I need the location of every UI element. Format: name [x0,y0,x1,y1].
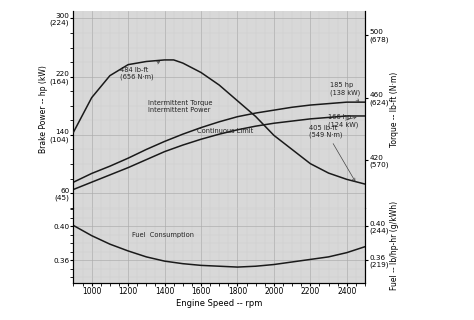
Y-axis label: Torque -- lb-ft (N·m): Torque -- lb-ft (N·m) [390,72,399,147]
Text: 405 lb-ft
(549 N·m): 405 lb-ft (549 N·m) [310,125,355,181]
Y-axis label: Fuel -- lb/hp-hr (g/kWh): Fuel -- lb/hp-hr (g/kWh) [390,201,399,290]
Text: Continuous Limit: Continuous Limit [197,128,254,134]
Y-axis label: Brake Power -- hp (kW): Brake Power -- hp (kW) [39,66,48,153]
Text: 166 hp
(124 kW): 166 hp (124 kW) [328,114,358,128]
Text: Intermittent Torque: Intermittent Torque [148,100,213,107]
X-axis label: Engine Speed -- rpm: Engine Speed -- rpm [176,299,263,308]
Text: 185 hp
(138 kW): 185 hp (138 kW) [330,82,361,102]
Text: Fuel  Consumption: Fuel Consumption [132,232,194,238]
Text: Intermittent Power: Intermittent Power [148,107,210,113]
Text: 484 lb-ft
(656 N·m): 484 lb-ft (656 N·m) [120,61,160,80]
